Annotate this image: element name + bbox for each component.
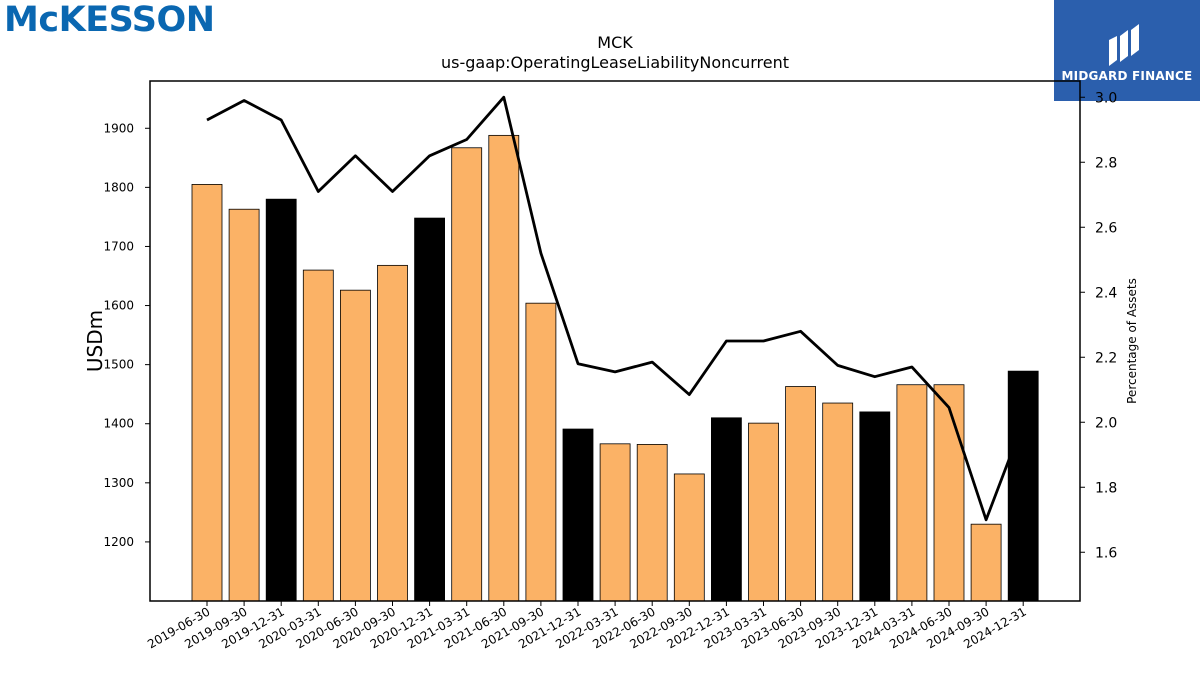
bar-2022-06-30	[636, 444, 668, 602]
right-y-tick-label: 1.6	[1095, 545, 1117, 561]
chart-title: MCK	[597, 33, 633, 52]
left-y-tick-label: 1200	[103, 535, 134, 549]
bar-2023-03-31	[748, 422, 779, 602]
bar-2022-03-31	[599, 443, 631, 602]
bar-2022-12-31	[711, 417, 742, 602]
x-axis: 2019-06-302019-09-302019-12-312020-03-31…	[145, 601, 1029, 651]
bar-2020-03-31	[302, 269, 334, 602]
right-y-tick-label: 2.2	[1095, 350, 1117, 366]
bar-2019-09-30	[228, 208, 260, 602]
left-y-tick-label: 1500	[103, 358, 134, 372]
bar-2019-12-31	[265, 198, 297, 602]
right-y-tick-label: 1.8	[1095, 480, 1117, 496]
right-y-axis-label: Percentage of Assets	[1125, 278, 1139, 404]
bar-2020-12-31	[414, 217, 446, 602]
mckesson-logo: McKESSON	[4, 0, 234, 40]
bar-2021-06-30	[488, 134, 520, 602]
bar-2020-06-30	[339, 289, 371, 602]
left-y-tick-label: 1900	[103, 121, 134, 135]
right-y-tick-label: 2.4	[1095, 285, 1117, 301]
bar-2022-09-30	[673, 473, 705, 602]
bar-2024-06-30	[933, 384, 965, 602]
left-y-axis: 1200 1300 1400 1500 1600 1700 1800 1900	[103, 121, 150, 549]
line-series	[206, 95, 1025, 522]
midgard-finance-logo: MIDGARD FINANCE	[1054, 0, 1200, 101]
left-y-tick-label: 1700	[103, 239, 134, 253]
chart-subtitle: us-gaap:OperatingLeaseLiabilityNoncurren…	[441, 53, 789, 72]
bar-2024-03-31	[896, 384, 928, 602]
bar-2024-12-31	[1007, 370, 1039, 602]
right-y-tick-label: 2.8	[1095, 155, 1117, 171]
midgard-emblem-icon	[1109, 24, 1139, 66]
left-y-tick-label: 1300	[103, 476, 134, 490]
left-y-axis-label: USDm	[83, 310, 107, 372]
left-y-tick-label: 1800	[103, 180, 134, 194]
bar-2023-09-30	[822, 402, 854, 602]
left-y-tick-label: 1400	[103, 417, 134, 431]
right-y-tick-label: 3.0	[1095, 90, 1117, 106]
right-y-axis: 1.6 1.8 2.0 2.2 2.4 2.6 2.8 3.0	[1080, 90, 1117, 561]
bar-2021-03-31	[451, 147, 483, 602]
bar-2021-12-31	[562, 428, 594, 602]
bar-2024-09-30	[970, 523, 1002, 602]
right-y-tick-label: 2.6	[1095, 220, 1117, 236]
bar-2021-09-30	[525, 302, 557, 602]
bar-2020-09-30	[377, 264, 408, 602]
mckesson-logo-text: McKESSON	[4, 0, 215, 40]
bar-2023-06-30	[785, 386, 816, 602]
bar-series	[191, 134, 1039, 602]
midgard-finance-wordmark: MIDGARD FINANCE	[1061, 69, 1193, 83]
bar-2019-06-30	[191, 184, 223, 602]
bar-2023-12-31	[859, 411, 891, 602]
left-y-tick-label: 1600	[103, 299, 134, 313]
right-y-tick-label: 2.0	[1095, 415, 1117, 431]
